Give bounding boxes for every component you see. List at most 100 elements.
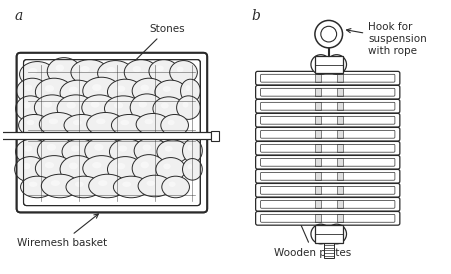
Bar — [336, 88, 342, 96]
Ellipse shape — [182, 159, 202, 180]
Bar — [336, 102, 342, 110]
FancyBboxPatch shape — [255, 212, 399, 225]
Ellipse shape — [180, 79, 200, 103]
Ellipse shape — [17, 78, 48, 104]
Ellipse shape — [176, 67, 183, 72]
Ellipse shape — [161, 103, 168, 109]
Ellipse shape — [142, 144, 151, 151]
Ellipse shape — [91, 101, 99, 108]
Ellipse shape — [41, 174, 78, 198]
Ellipse shape — [88, 174, 126, 198]
Text: Wiremesh basket: Wiremesh basket — [17, 214, 107, 248]
Ellipse shape — [116, 85, 125, 92]
Bar — [336, 186, 342, 194]
Ellipse shape — [96, 118, 105, 124]
Bar — [314, 130, 320, 138]
Ellipse shape — [138, 101, 147, 108]
Ellipse shape — [122, 182, 131, 187]
Ellipse shape — [107, 79, 143, 105]
Ellipse shape — [168, 182, 175, 187]
Ellipse shape — [144, 119, 152, 124]
Ellipse shape — [140, 161, 149, 168]
Ellipse shape — [132, 66, 141, 72]
Bar — [336, 158, 342, 166]
Ellipse shape — [109, 139, 145, 164]
Ellipse shape — [98, 180, 107, 186]
Ellipse shape — [169, 61, 197, 84]
Ellipse shape — [134, 138, 167, 164]
Ellipse shape — [92, 162, 101, 168]
Ellipse shape — [24, 85, 32, 91]
Ellipse shape — [16, 139, 49, 164]
Bar — [314, 102, 320, 110]
Ellipse shape — [18, 115, 50, 136]
Ellipse shape — [39, 113, 77, 136]
Ellipse shape — [114, 102, 123, 109]
Ellipse shape — [182, 139, 202, 162]
Ellipse shape — [162, 86, 170, 92]
Ellipse shape — [60, 80, 96, 106]
Bar — [336, 116, 342, 124]
FancyBboxPatch shape — [255, 183, 399, 197]
Ellipse shape — [106, 67, 115, 73]
Ellipse shape — [187, 164, 192, 169]
Ellipse shape — [152, 97, 184, 120]
Ellipse shape — [120, 120, 129, 125]
FancyBboxPatch shape — [255, 127, 399, 141]
Circle shape — [310, 224, 330, 244]
Bar — [314, 225, 342, 243]
Bar — [211, 131, 219, 141]
Bar — [314, 186, 320, 194]
Ellipse shape — [35, 78, 73, 106]
Bar — [336, 200, 342, 208]
Bar — [336, 144, 342, 152]
Ellipse shape — [155, 80, 186, 104]
Ellipse shape — [71, 145, 80, 152]
Ellipse shape — [149, 60, 178, 83]
Ellipse shape — [46, 144, 56, 151]
FancyBboxPatch shape — [255, 141, 399, 155]
FancyBboxPatch shape — [255, 99, 399, 113]
FancyBboxPatch shape — [255, 85, 399, 99]
Ellipse shape — [83, 77, 120, 105]
Ellipse shape — [124, 60, 157, 85]
Circle shape — [326, 55, 346, 74]
Ellipse shape — [34, 95, 70, 120]
Ellipse shape — [47, 58, 81, 85]
Ellipse shape — [80, 66, 89, 72]
Bar — [314, 116, 320, 124]
Bar — [336, 172, 342, 180]
Ellipse shape — [45, 162, 54, 168]
Bar — [314, 74, 320, 82]
Bar — [323, 243, 333, 258]
FancyBboxPatch shape — [255, 71, 399, 85]
Ellipse shape — [28, 68, 37, 74]
Ellipse shape — [83, 156, 120, 181]
Ellipse shape — [69, 87, 78, 93]
Ellipse shape — [163, 164, 170, 169]
Ellipse shape — [55, 64, 64, 71]
Ellipse shape — [187, 145, 192, 151]
Ellipse shape — [165, 146, 172, 152]
Ellipse shape — [23, 102, 30, 109]
Text: a: a — [14, 9, 23, 23]
Ellipse shape — [82, 95, 117, 120]
Text: Stones: Stones — [122, 24, 184, 73]
Ellipse shape — [27, 120, 34, 125]
Ellipse shape — [113, 176, 149, 198]
Ellipse shape — [20, 176, 54, 198]
Ellipse shape — [49, 118, 58, 124]
Ellipse shape — [16, 96, 45, 121]
Ellipse shape — [132, 78, 166, 104]
Bar — [314, 56, 342, 73]
Ellipse shape — [71, 60, 108, 85]
Circle shape — [326, 224, 346, 244]
Bar — [314, 172, 320, 180]
Ellipse shape — [87, 113, 124, 136]
Ellipse shape — [161, 115, 188, 136]
Bar — [314, 200, 320, 208]
Ellipse shape — [92, 84, 101, 91]
Ellipse shape — [185, 85, 190, 91]
Ellipse shape — [73, 120, 82, 125]
Ellipse shape — [104, 96, 142, 121]
